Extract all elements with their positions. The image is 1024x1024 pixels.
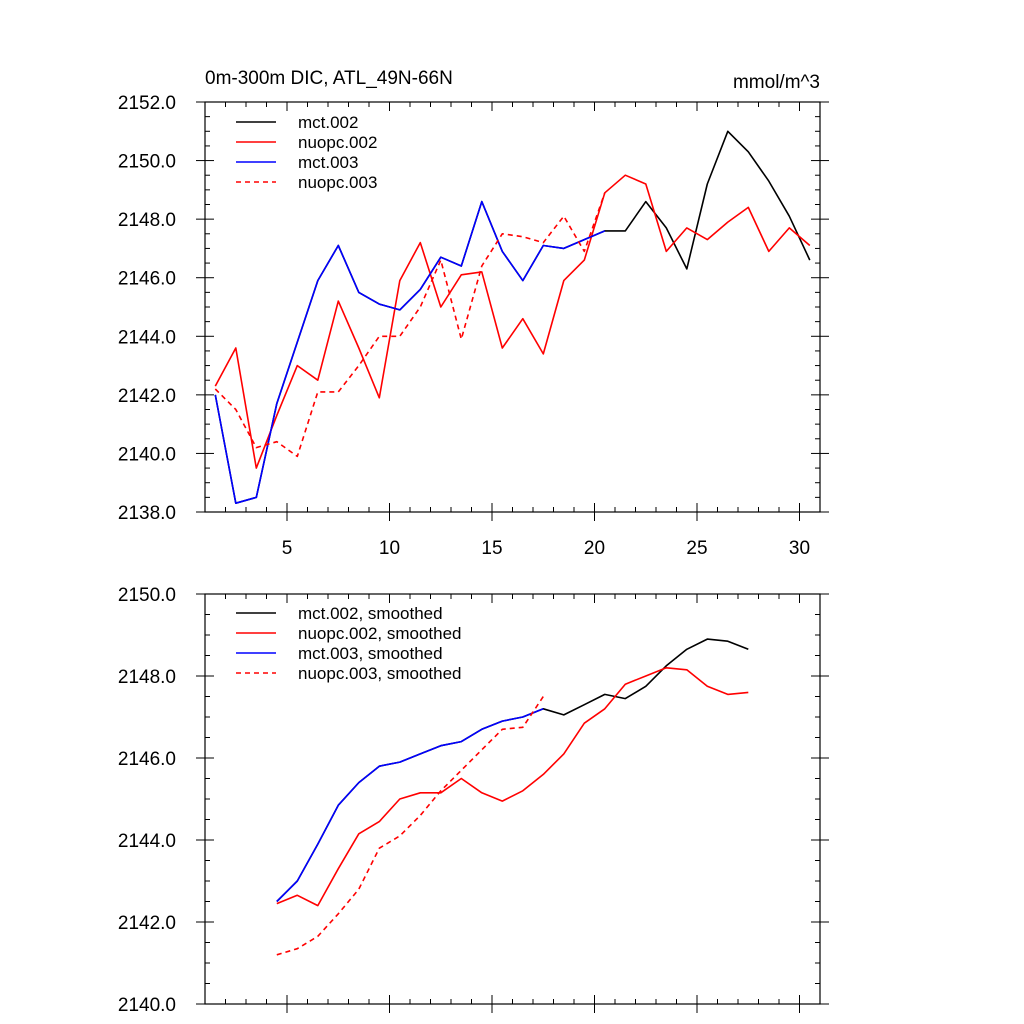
top-x-tick-label: 15 — [481, 538, 502, 559]
top-legend-label: nuopc.003 — [298, 173, 377, 192]
top-y-tick-label: 2146.0 — [118, 269, 176, 290]
top-x-tick-label: 25 — [686, 538, 707, 559]
bottom-y-tick-label: 2144.0 — [118, 831, 176, 852]
top-y-tick-label: 2144.0 — [118, 327, 176, 348]
top-legend-label: nuopc.002 — [298, 133, 377, 152]
bottom-legend-label: nuopc.002, smoothed — [298, 624, 462, 643]
bottom-series-line-3 — [276, 708, 544, 903]
top-chart-title: 0m-300m DIC, ATL_49N-66N — [205, 68, 453, 89]
top-legend-label: mct.003 — [298, 153, 358, 172]
bottom-y-tick-label: 2150.0 — [118, 585, 176, 606]
top-y-tick-label: 2138.0 — [118, 503, 176, 524]
bottom-y-tick-label: 2142.0 — [118, 913, 176, 934]
top-series-line-3 — [214, 200, 606, 505]
bottom-panel: 2140.0 2142.0 2144.0 2146.0 2148.0 2150.0 mct… — [118, 585, 829, 1016]
top-y-tick-label: 2142.0 — [118, 386, 176, 407]
bottom-ticks: 2140.0 2142.0 2144.0 2146.0 2148.0 2150.0 — [118, 585, 829, 1016]
top-chart-units: mmol/m^3 — [733, 72, 820, 93]
bottom-y-tick-label: 2148.0 — [118, 667, 176, 688]
bottom-series-line-4 — [276, 696, 544, 956]
bottom-y-tick-label: 2146.0 — [118, 749, 176, 770]
top-x-tick-label: 30 — [789, 538, 810, 559]
top-x-tick-label: 20 — [584, 538, 605, 559]
top-y-tick-label: 2152.0 — [118, 93, 176, 114]
bottom-legend-label: nuopc.003, smoothed — [298, 664, 462, 683]
top-ticks: 5 10 15 20 25 30 2138.0 2140.0 2142.0 2144.0 2146.… — [118, 93, 829, 559]
top-y-tick-label: 2148.0 — [118, 210, 176, 231]
top-x-tick-label: 5 — [282, 538, 293, 559]
top-legend-label: mct.002 — [298, 113, 358, 132]
bottom-legend-label: mct.002, smoothed — [298, 604, 443, 623]
top-series — [214, 130, 811, 505]
bottom-series-line-2 — [276, 666, 749, 907]
bottom-legend-label: mct.003, smoothed — [298, 644, 443, 663]
bottom-y-tick-label: 2140.0 — [118, 995, 176, 1016]
top-x-tick-label: 10 — [379, 538, 400, 559]
bottom-series — [276, 638, 749, 956]
top-y-tick-label: 2140.0 — [118, 444, 176, 465]
top-panel: 0m-300m DIC, ATL_49N-66N mmol/m^3 5 10 15 2… — [118, 68, 829, 559]
top-series-line-2 — [214, 174, 811, 469]
top-y-tick-label: 2150.0 — [118, 152, 176, 173]
